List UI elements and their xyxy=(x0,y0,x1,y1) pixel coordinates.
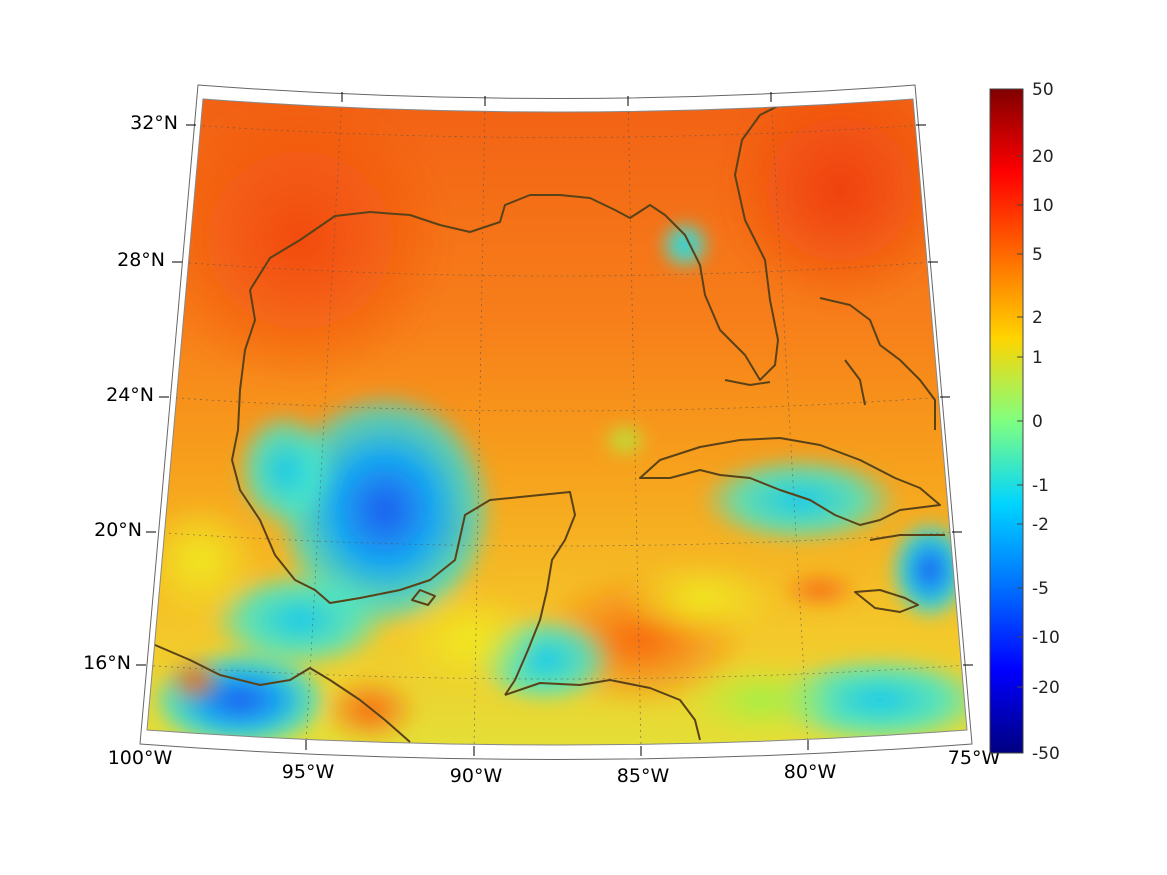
colorbar-tick-label: 1 xyxy=(1032,348,1043,368)
lat-label-16n: 16°N xyxy=(83,652,131,674)
lon-label-80w: 80°W xyxy=(784,761,837,783)
frame-ticks xyxy=(136,92,973,756)
colorbar-tick-label: -2 xyxy=(1032,515,1049,535)
colorbar-tick-label: 50 xyxy=(1032,80,1054,100)
lon-label-75w: 75°W xyxy=(948,747,1001,769)
latitude-labels: 32°N 28°N 24°N 20°N 16°N xyxy=(83,112,178,674)
data-field xyxy=(147,99,967,745)
colorbar-tick-label: -1 xyxy=(1032,476,1049,496)
graticule xyxy=(147,99,967,745)
colorbar-tick-label: 10 xyxy=(1032,196,1054,216)
colorbar-tick-label: 20 xyxy=(1032,147,1054,167)
lat-label-32n: 32°N xyxy=(130,112,178,134)
lon-label-85w: 85°W xyxy=(617,765,670,787)
longitude-labels: 100°W 95°W 90°W 85°W 80°W 75°W xyxy=(108,747,1001,787)
colorbar-tick-label: -5 xyxy=(1032,579,1049,599)
lon-label-95w: 95°W xyxy=(282,761,335,783)
colorbar-tick-label: -50 xyxy=(1032,744,1060,764)
lon-label-90w: 90°W xyxy=(450,765,503,787)
lon-label-100w: 100°W xyxy=(108,747,173,769)
lat-label-28n: 28°N xyxy=(117,249,165,271)
map-frame-inner xyxy=(146,98,968,746)
lat-label-20n: 20°N xyxy=(94,519,142,541)
colorbar-tick-label: 2 xyxy=(1032,308,1043,328)
lat-label-24n: 24°N xyxy=(106,384,154,406)
colorbar-tick-label: 0 xyxy=(1032,412,1043,432)
coastlines xyxy=(154,104,945,743)
colorbar-tick-label: -20 xyxy=(1032,678,1060,698)
colorbar-tick-label: 5 xyxy=(1032,245,1043,265)
colorbar-tick-label: -10 xyxy=(1032,628,1060,648)
